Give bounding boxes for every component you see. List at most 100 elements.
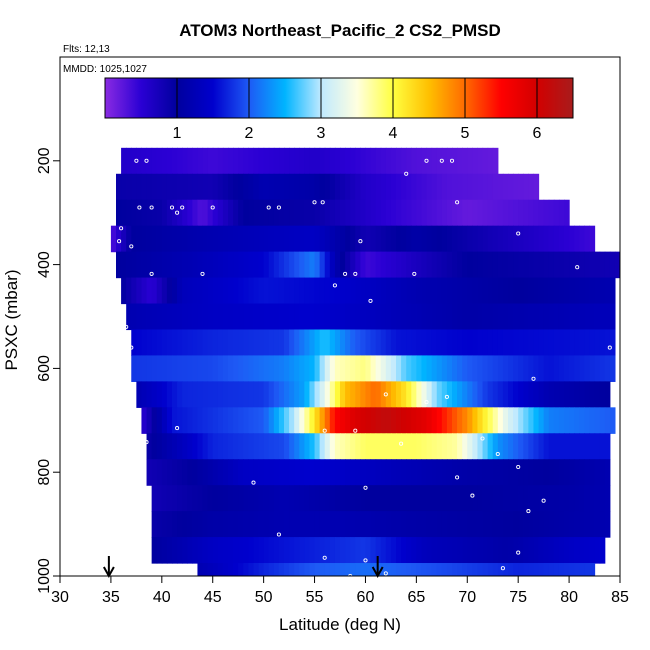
heatmap-cell bbox=[289, 173, 295, 201]
heatmap-cell bbox=[294, 537, 300, 564]
heatmap-cell bbox=[340, 381, 346, 408]
heatmap-cell bbox=[161, 251, 168, 279]
heatmap-cell bbox=[273, 225, 280, 253]
heatmap-cell bbox=[523, 277, 529, 305]
heatmap-cell bbox=[426, 459, 433, 486]
heatmap-cell bbox=[253, 563, 260, 576]
heatmap-cell bbox=[513, 277, 519, 305]
heatmap-cell bbox=[345, 485, 351, 512]
heatmap-cell bbox=[284, 251, 290, 279]
heatmap-cell bbox=[370, 225, 377, 253]
heatmap-cell bbox=[574, 407, 580, 434]
data-marker bbox=[298, 577, 301, 580]
heatmap-cell bbox=[604, 251, 611, 279]
heatmap-cell bbox=[396, 433, 402, 460]
heatmap-cell bbox=[518, 511, 524, 538]
heatmap-cell bbox=[396, 407, 402, 434]
heatmap-cell bbox=[187, 537, 193, 564]
heatmap-cell bbox=[528, 303, 535, 331]
heatmap-cell bbox=[146, 225, 153, 253]
heatmap-cell bbox=[233, 563, 239, 576]
heatmap-cell bbox=[492, 251, 499, 279]
heatmap-cell bbox=[533, 225, 540, 253]
heatmap-cell bbox=[497, 225, 504, 253]
heatmap-cell bbox=[380, 511, 387, 538]
heatmap-cell bbox=[151, 199, 158, 227]
heatmap-cell bbox=[166, 407, 173, 434]
data-marker bbox=[455, 475, 460, 480]
heatmap-cell bbox=[518, 355, 524, 382]
heatmap-cell bbox=[441, 251, 448, 279]
heatmap-cell bbox=[278, 303, 285, 331]
heatmap-cell bbox=[385, 407, 392, 434]
heatmap-cell bbox=[452, 329, 458, 357]
heatmap-cell bbox=[207, 459, 214, 486]
heatmap-cell bbox=[212, 147, 219, 175]
heatmap-cell bbox=[345, 459, 351, 486]
heatmap-cell bbox=[385, 173, 392, 201]
heatmap-cell bbox=[594, 459, 601, 486]
heatmap-cell bbox=[431, 329, 438, 357]
heatmap-cell bbox=[258, 563, 265, 576]
heatmap-cell bbox=[289, 225, 295, 253]
heatmap-cell bbox=[533, 511, 540, 538]
heatmap-cell bbox=[202, 173, 209, 201]
x-axis-label: Latitude (deg N) bbox=[279, 615, 401, 634]
heatmap-cell bbox=[319, 147, 326, 175]
heatmap-cell bbox=[528, 173, 535, 201]
heatmap-cell bbox=[406, 303, 412, 331]
heatmap-cell bbox=[528, 511, 535, 538]
heatmap-cell bbox=[446, 459, 453, 486]
data-marker bbox=[399, 441, 404, 446]
heatmap-cell bbox=[431, 537, 438, 564]
heatmap-cell bbox=[370, 277, 377, 305]
heatmap-cell bbox=[411, 251, 417, 279]
heatmap-cell bbox=[319, 381, 326, 408]
heatmap-cell bbox=[441, 199, 448, 227]
heatmap-cell bbox=[217, 485, 224, 512]
heatmap-cell bbox=[253, 277, 260, 305]
data-marker bbox=[175, 210, 180, 215]
heatmap-cell bbox=[197, 537, 204, 564]
heatmap-cell bbox=[538, 199, 545, 227]
heatmap-cell bbox=[452, 563, 458, 576]
heatmap-cell bbox=[141, 147, 148, 175]
heatmap-cell bbox=[263, 433, 270, 460]
heatmap-cell bbox=[131, 147, 137, 175]
heatmap-cell bbox=[207, 303, 214, 331]
heatmap-cell bbox=[411, 225, 417, 253]
heatmap-cell bbox=[462, 199, 468, 227]
heatmap-cell bbox=[304, 329, 311, 357]
heatmap-cell bbox=[564, 563, 570, 576]
heatmap-cell bbox=[518, 485, 524, 512]
heatmap-cell bbox=[436, 225, 443, 253]
heatmap-cell bbox=[345, 433, 351, 460]
heatmap-cell bbox=[202, 459, 209, 486]
heatmap-cell bbox=[166, 329, 173, 357]
heatmap-cell bbox=[401, 511, 407, 538]
heatmap-cell bbox=[579, 563, 585, 576]
heatmap-cell bbox=[385, 303, 392, 331]
heatmap-cell bbox=[594, 381, 601, 408]
heatmap-cell bbox=[319, 459, 326, 486]
data-marker bbox=[169, 205, 175, 210]
heatmap-cell bbox=[314, 147, 321, 175]
heatmap-cell bbox=[553, 381, 560, 408]
heatmap-cell bbox=[492, 173, 499, 201]
heatmap-cell bbox=[166, 485, 173, 512]
heatmap-cell bbox=[360, 251, 367, 279]
heatmap-cell bbox=[452, 355, 458, 382]
heatmap-cell bbox=[396, 355, 402, 382]
heatmap-cell bbox=[502, 355, 509, 382]
heatmap-cell bbox=[421, 537, 428, 564]
heatmap-cell bbox=[340, 407, 346, 434]
heatmap-cell bbox=[426, 303, 433, 331]
heatmap-cell bbox=[497, 381, 504, 408]
heatmap-cell bbox=[309, 303, 316, 331]
heatmap-cell bbox=[584, 225, 591, 253]
heatmap-cell bbox=[543, 563, 550, 576]
heatmap-cell bbox=[467, 511, 473, 538]
heatmap-cell bbox=[599, 329, 606, 357]
heatmap-row-550 bbox=[131, 329, 616, 357]
heatmap-cell bbox=[360, 173, 367, 201]
